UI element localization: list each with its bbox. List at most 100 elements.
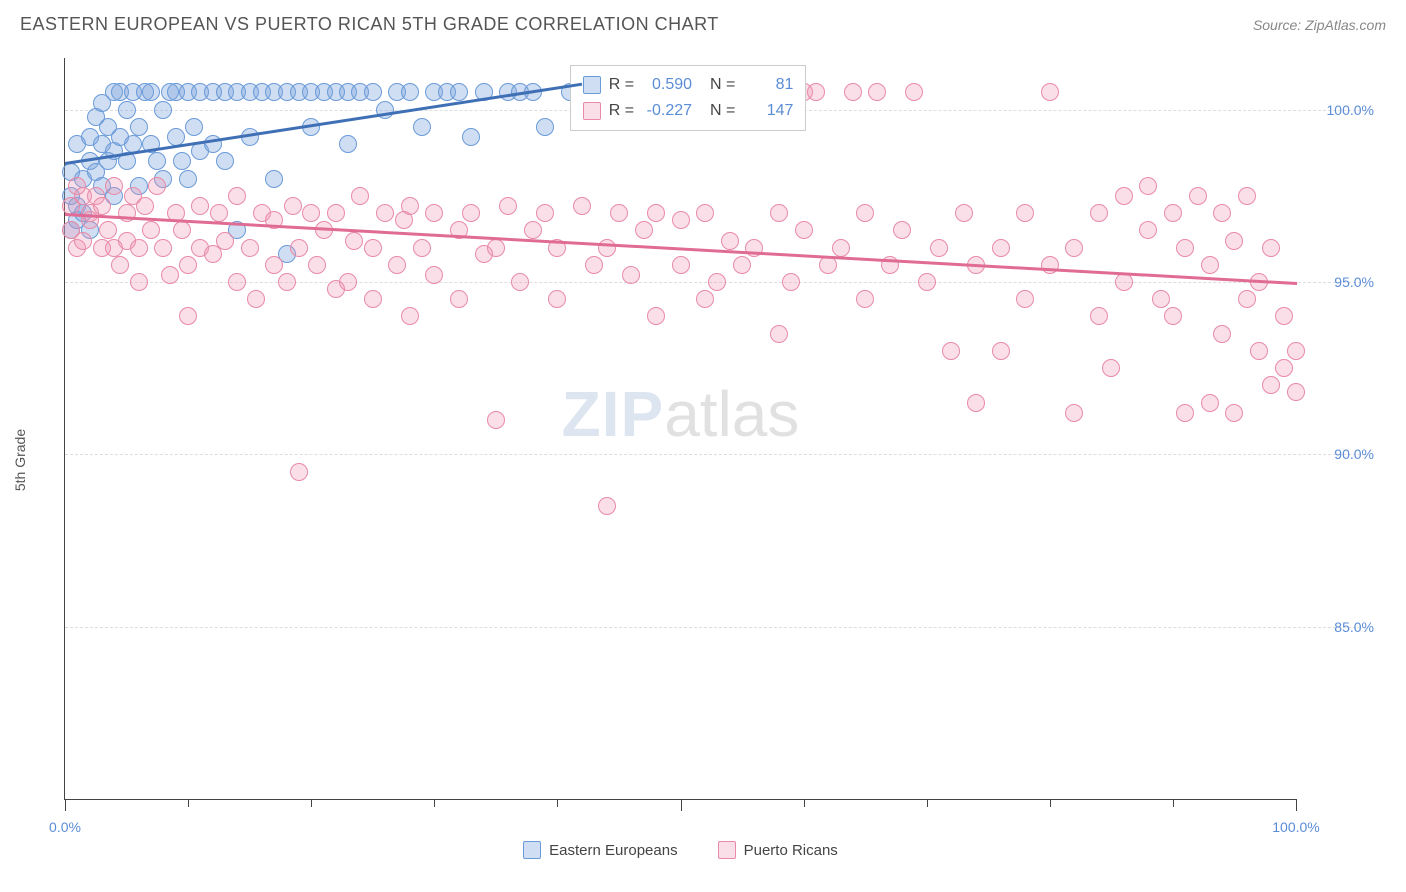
data-point: [462, 204, 480, 222]
data-point: [1262, 376, 1280, 394]
data-point: [413, 118, 431, 136]
data-point: [111, 256, 129, 274]
data-point: [844, 83, 862, 101]
data-point: [1065, 404, 1083, 422]
data-point: [118, 204, 136, 222]
gridline: [65, 454, 1366, 455]
data-point: [74, 232, 92, 250]
data-point: [856, 290, 874, 308]
data-point: [622, 266, 640, 284]
stat-n-value: 81: [743, 72, 793, 98]
series-swatch: [583, 76, 601, 94]
data-point: [136, 197, 154, 215]
data-point: [598, 497, 616, 515]
data-point: [228, 187, 246, 205]
data-point: [1201, 394, 1219, 412]
data-point: [284, 197, 302, 215]
watermark: ZIPatlas: [562, 377, 800, 451]
data-point: [130, 239, 148, 257]
data-point: [770, 325, 788, 343]
data-point: [573, 197, 591, 215]
data-point: [696, 290, 714, 308]
data-point: [856, 204, 874, 222]
data-point: [1152, 290, 1170, 308]
x-tick: [434, 799, 435, 807]
data-point: [536, 118, 554, 136]
data-point: [1139, 221, 1157, 239]
data-point: [770, 204, 788, 222]
data-point: [130, 273, 148, 291]
legend-label: Eastern Europeans: [549, 842, 677, 859]
stat-n-label: N =: [710, 98, 735, 124]
data-point: [450, 83, 468, 101]
gridline: [65, 627, 1366, 628]
data-point: [832, 239, 850, 257]
chart-area: 5th Grade ZIPatlas Eastern EuropeansPuer…: [20, 48, 1386, 872]
chart-title: EASTERN EUROPEAN VS PUERTO RICAN 5TH GRA…: [20, 14, 719, 35]
data-point: [1238, 187, 1256, 205]
data-point: [179, 256, 197, 274]
legend-label: Puerto Ricans: [744, 842, 838, 859]
data-point: [1275, 359, 1293, 377]
data-point: [1016, 290, 1034, 308]
data-point: [1065, 239, 1083, 257]
data-point: [99, 221, 117, 239]
data-point: [413, 239, 431, 257]
data-point: [216, 152, 234, 170]
data-point: [142, 83, 160, 101]
data-point: [1090, 204, 1108, 222]
data-point: [1164, 204, 1182, 222]
data-point: [191, 197, 209, 215]
data-point: [1262, 239, 1280, 257]
data-point: [1164, 307, 1182, 325]
data-point: [401, 307, 419, 325]
legend: Eastern Europeans Puerto Ricans: [65, 841, 1296, 859]
y-tick-label: 90.0%: [1334, 446, 1374, 462]
x-tick: [188, 799, 189, 807]
y-tick-label: 100.0%: [1327, 102, 1374, 118]
data-point: [511, 273, 529, 291]
data-point: [247, 290, 265, 308]
data-point: [795, 221, 813, 239]
data-point: [265, 170, 283, 188]
y-tick-label: 85.0%: [1334, 619, 1374, 635]
data-point: [179, 170, 197, 188]
stat-r-value: -0.227: [642, 98, 692, 124]
data-point: [1090, 307, 1108, 325]
data-point: [290, 239, 308, 257]
data-point: [647, 307, 665, 325]
data-point: [672, 256, 690, 274]
data-point: [1213, 325, 1231, 343]
data-point: [154, 101, 172, 119]
x-tick-label: 0.0%: [49, 819, 81, 835]
data-point: [647, 204, 665, 222]
data-point: [1115, 187, 1133, 205]
data-point: [339, 273, 357, 291]
data-point: [401, 197, 419, 215]
data-point: [388, 256, 406, 274]
data-point: [955, 204, 973, 222]
data-point: [992, 342, 1010, 360]
legend-swatch: [718, 841, 736, 859]
x-tick: [927, 799, 928, 807]
data-point: [241, 128, 259, 146]
data-point: [1238, 290, 1256, 308]
x-tick: [1050, 799, 1051, 807]
legend-item: Puerto Ricans: [718, 841, 838, 859]
y-axis-label: 5th Grade: [12, 429, 28, 491]
data-point: [1275, 307, 1293, 325]
data-point: [118, 101, 136, 119]
data-point: [708, 273, 726, 291]
stat-r-label: R =: [609, 72, 634, 98]
data-point: [1102, 359, 1120, 377]
data-point: [142, 221, 160, 239]
data-point: [1139, 177, 1157, 195]
data-point: [185, 118, 203, 136]
data-point: [302, 204, 320, 222]
stat-r-label: R =: [609, 98, 634, 124]
data-point: [93, 197, 111, 215]
stat-r-value: 0.590: [642, 72, 692, 98]
data-point: [148, 152, 166, 170]
legend-item: Eastern Europeans: [523, 841, 677, 859]
data-point: [807, 83, 825, 101]
